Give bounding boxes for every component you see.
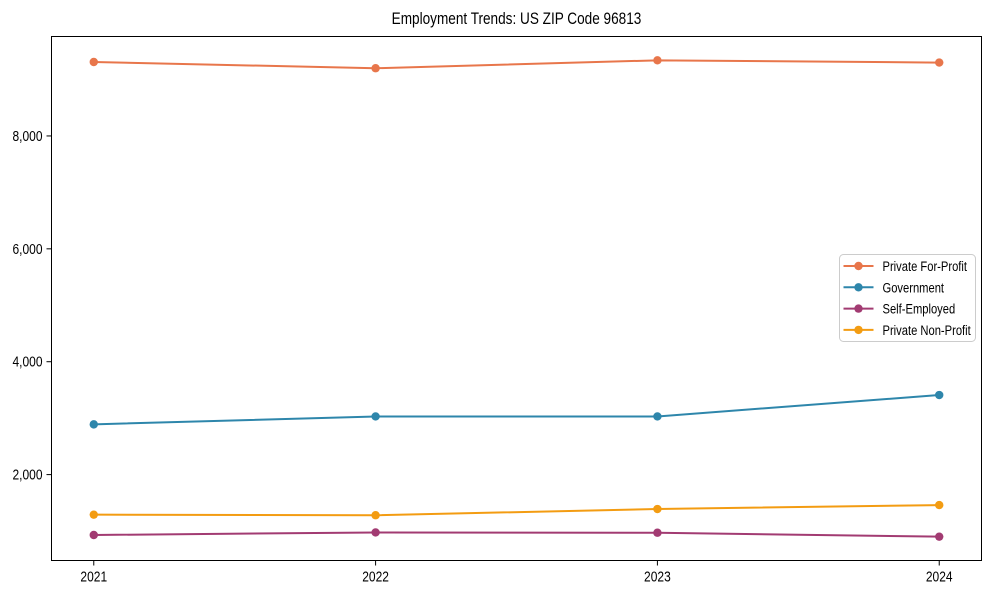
legend-box — [839, 254, 976, 342]
y-axis-tick-label: 4,000 — [12, 353, 42, 370]
data-point-government-2024 — [935, 390, 944, 400]
series-line-private-for-profit — [93, 59, 940, 70]
data-point-private-non-profit-2022 — [371, 511, 380, 520]
x-axis-tick-label: 2024 — [926, 568, 953, 585]
data-point-private-for-profit-2021 — [89, 57, 98, 67]
y-axis-tick-label: 8,000 — [12, 128, 42, 145]
data-point-private-non-profit-2023 — [653, 504, 662, 514]
y-axis-tick-label: 2,000 — [12, 466, 42, 483]
series-line-government — [93, 394, 940, 426]
legend-label-government: Government — [883, 280, 945, 295]
data-point-self-employed-2023 — [653, 528, 662, 537]
legend-label-private-non-profit: Private Non-Profit — [883, 323, 972, 338]
data-point-government-2021 — [89, 420, 98, 429]
data-point-private-for-profit-2023 — [653, 56, 662, 65]
series-line-self-employed — [93, 531, 940, 538]
data-point-government-2023 — [653, 412, 662, 421]
chart-title: Employment Trends: US ZIP Code 96813 — [392, 10, 642, 29]
data-point-private-non-profit-2021 — [89, 510, 98, 519]
data-point-self-employed-2024 — [935, 532, 944, 541]
x-axis-tick-label: 2023 — [644, 568, 671, 585]
data-point-private-for-profit-2022 — [371, 64, 380, 73]
series-line-private-non-profit — [93, 504, 940, 517]
legend-marker-government — [854, 283, 863, 292]
plot-border — [51, 36, 982, 561]
legend-marker-private-non-profit — [854, 325, 863, 335]
data-point-self-employed-2022 — [371, 528, 380, 537]
data-point-government-2022 — [371, 412, 380, 421]
x-axis-tick-label: 2022 — [362, 568, 389, 585]
y-axis-tick-label: 6,000 — [12, 241, 42, 258]
legend-marker-self-employed — [854, 304, 863, 313]
legend-label-self-employed: Self-Employed — [883, 301, 956, 316]
data-point-private-non-profit-2024 — [935, 500, 944, 510]
data-point-self-employed-2021 — [89, 530, 98, 540]
legend-marker-private-for-profit — [854, 261, 863, 271]
data-point-private-for-profit-2024 — [935, 58, 944, 67]
x-axis-tick-label: 2021 — [80, 568, 107, 585]
legend-label-private-for-profit: Private For-Profit — [883, 259, 968, 274]
